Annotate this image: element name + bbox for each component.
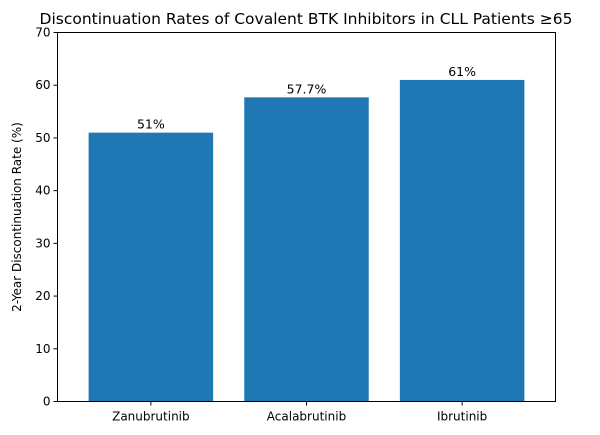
data-label-acalabrutinib: 57.7%: [287, 81, 327, 96]
y-axis-label: 2-Year Discontinuation Rate (%): [10, 122, 24, 312]
x-tick-label: Acalabrutinib: [267, 410, 346, 424]
y-tick-label: 0: [43, 395, 51, 409]
data-label-ibrutinib: 61%: [448, 64, 476, 79]
bar-acalabrutinib: [244, 97, 369, 402]
y-tick-label: 40: [35, 184, 50, 198]
y-axis: 0 10 20 30 40 50 60 70: [35, 26, 58, 409]
data-labels-group: 51% 57.7% 61%: [137, 64, 476, 132]
y-tick-label: 10: [35, 342, 50, 356]
data-label-zanubrutinib: 51%: [137, 117, 165, 132]
bar-zanubrutinib: [88, 132, 214, 402]
x-tick-label: Ibrutinib: [437, 410, 487, 424]
y-tick-label: 60: [35, 78, 50, 92]
x-axis: Zanubrutinib Acalabrutinib Ibrutinib: [112, 401, 487, 424]
chart-title: Discontinuation Rates of Covalent BTK In…: [40, 10, 573, 28]
y-tick-label: 70: [35, 26, 50, 40]
plot-frame: [57, 32, 556, 402]
bar-ibrutinib: [399, 79, 525, 402]
y-tick-label: 30: [35, 236, 50, 250]
x-tick-label: Zanubrutinib: [112, 410, 190, 424]
y-tick-label: 20: [35, 289, 50, 303]
y-tick-label: 50: [35, 131, 50, 145]
bars-group: [88, 79, 525, 402]
